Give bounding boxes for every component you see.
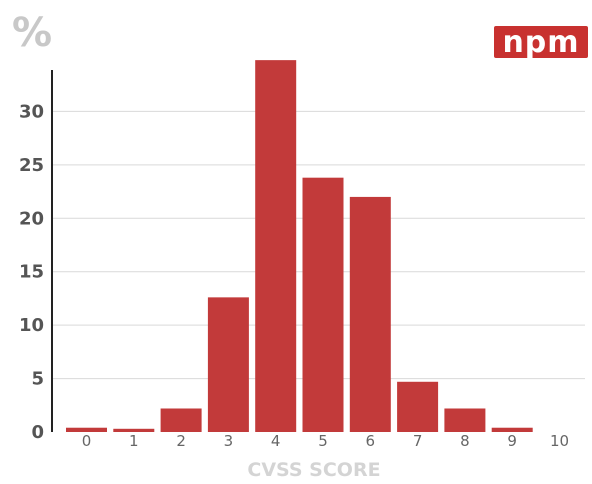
bar-3 [207, 297, 249, 432]
x-tick-label: 8 [460, 432, 470, 450]
bars [66, 60, 533, 432]
y-tick-labels: 0 5 10 15 20 25 30 [19, 101, 44, 443]
npm-logo: npm [494, 25, 588, 60]
x-tick-label: 10 [550, 432, 569, 450]
bar-5 [302, 177, 344, 432]
x-tick-label: 9 [507, 432, 517, 450]
bar-4 [255, 60, 297, 432]
npm-logo-text: npm [502, 25, 579, 60]
y-tick-label: 0 [31, 422, 44, 443]
bar-8 [444, 408, 486, 432]
bar-9 [491, 427, 533, 432]
x-tick-label: 0 [82, 432, 92, 450]
bar-0 [66, 427, 107, 432]
x-tick-label: 5 [318, 432, 328, 450]
x-tick-label: 2 [176, 432, 186, 450]
x-axis-label: CVSS SCORE [247, 459, 380, 481]
y-tick-label: 15 [19, 262, 44, 283]
bar-7 [397, 381, 439, 432]
y-tick-label: 30 [19, 101, 44, 122]
y-tick-label: 25 [19, 155, 44, 176]
bar-1 [113, 428, 155, 432]
y-tick-label: 10 [19, 315, 44, 336]
x-tick-label: 3 [224, 432, 234, 450]
x-tick-label: 6 [366, 432, 376, 450]
y-tick-label: 20 [19, 208, 44, 229]
x-tick-label: 7 [413, 432, 423, 450]
y-axis-label: % [12, 10, 52, 56]
x-tick-labels: 0 1 2 3 4 5 6 7 8 9 10 [82, 432, 569, 450]
bar-6 [349, 196, 391, 432]
x-tick-label: 1 [129, 432, 139, 450]
x-tick-label: 4 [271, 432, 281, 450]
bar-2 [160, 408, 202, 432]
y-tick-label: 5 [31, 369, 44, 390]
